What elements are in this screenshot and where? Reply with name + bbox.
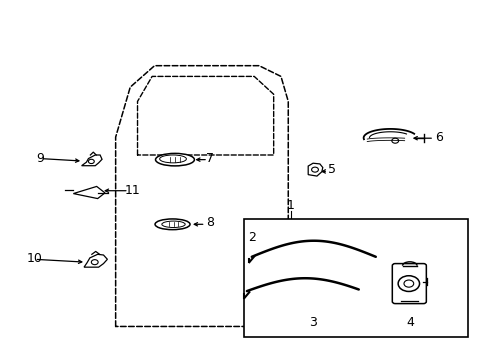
Polygon shape (81, 155, 102, 166)
Polygon shape (73, 186, 105, 199)
Text: 2: 2 (247, 231, 255, 244)
Polygon shape (307, 163, 322, 176)
Text: 11: 11 (124, 184, 140, 197)
Text: 4: 4 (405, 316, 413, 329)
Text: 10: 10 (26, 252, 42, 265)
Polygon shape (84, 254, 107, 267)
Text: 6: 6 (434, 131, 442, 144)
Ellipse shape (155, 153, 194, 166)
Bar (244, 219, 467, 337)
FancyBboxPatch shape (391, 264, 426, 303)
Text: 9: 9 (36, 152, 44, 165)
Text: 3: 3 (308, 316, 316, 329)
Text: 8: 8 (206, 216, 214, 229)
Text: 7: 7 (206, 152, 214, 165)
Ellipse shape (159, 155, 186, 163)
Text: 1: 1 (286, 198, 294, 212)
Text: 5: 5 (327, 163, 335, 176)
Ellipse shape (155, 219, 190, 230)
Ellipse shape (162, 221, 185, 228)
